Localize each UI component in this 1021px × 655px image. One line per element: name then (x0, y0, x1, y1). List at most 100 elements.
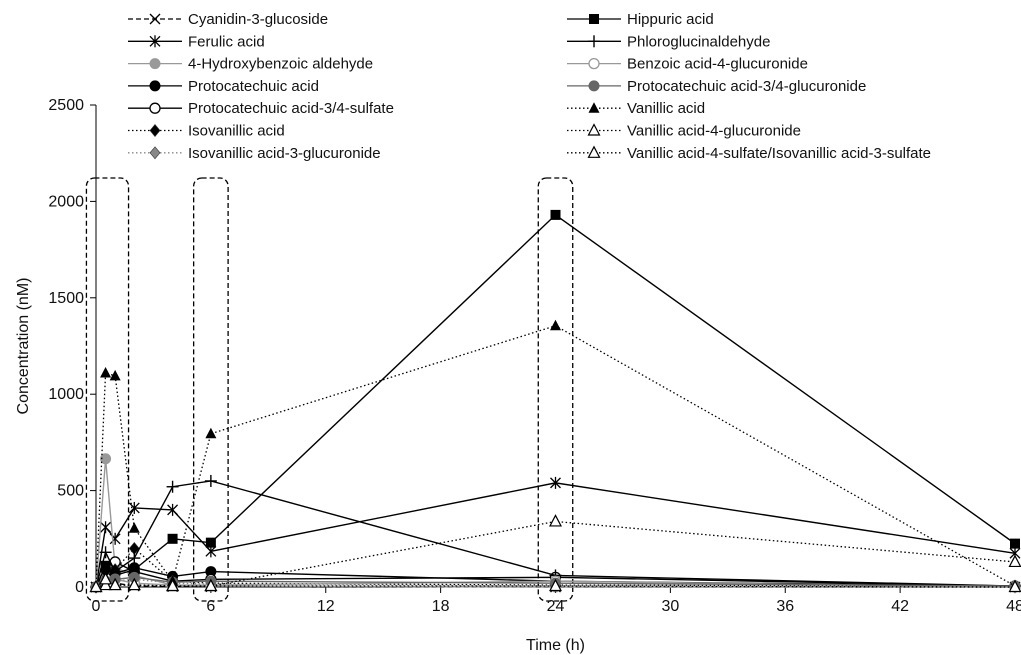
legend-item: Cyanidin-3-glucoside (128, 11, 328, 28)
legend-item: Protocatechuic acid-3/4-glucuronide (567, 78, 866, 95)
x-axis-title: Time (h) (526, 637, 585, 654)
y-tick-group: 0 500 1000 1500 2000 2500 (48, 97, 96, 596)
legend-item: Hippuric acid (567, 11, 714, 28)
y-tick-label: 1000 (48, 386, 84, 403)
legend-item: Vanillic acid-4-sulfate/Isovanillic acid… (567, 145, 931, 162)
x-tick-label: 42 (891, 598, 909, 615)
data-point (99, 571, 113, 585)
y-tick-label: 0 (75, 579, 84, 596)
data-point (550, 209, 561, 220)
x-tick-label: 30 (661, 598, 679, 615)
data-point (149, 146, 161, 160)
data-point (588, 102, 600, 113)
data-point (108, 577, 122, 591)
legend-label: Protocatechuic acid-3/4-glucuronide (627, 78, 866, 95)
data-point (1008, 554, 1021, 568)
series-phloroglucinaldehyde (90, 474, 1021, 593)
data-point (149, 35, 161, 48)
y-tick-label: 2500 (48, 97, 84, 114)
data-point (167, 533, 178, 544)
data-point (550, 476, 561, 489)
marker-stroke (149, 13, 161, 25)
y-tick-label: 2000 (48, 193, 84, 210)
series-line (95, 213, 1016, 588)
data-point (128, 552, 141, 565)
legend-label: Isovanillic acid (188, 123, 285, 140)
data-point (149, 58, 161, 70)
legend-label: Vanillic acid-4-sulfate/Isovanillic acid… (627, 145, 931, 162)
legend-item: 4-Hydroxybenzoic aldehyde (128, 56, 373, 73)
data-point (588, 35, 600, 48)
data-point (204, 474, 217, 487)
highlight-windows (85, 177, 574, 602)
legend-label: Isovanillic acid-3-glucuronide (188, 145, 381, 162)
x-tick-label: 24 (547, 598, 565, 615)
data-point (588, 57, 600, 70)
data-point (100, 366, 112, 378)
series-line (95, 325, 1016, 588)
data-point (166, 578, 180, 592)
y-axis-title: Concentration (nM) (15, 278, 32, 415)
x-tick-label: 6 (206, 598, 215, 615)
legend-label: Phloroglucinaldehyde (627, 33, 770, 50)
data-point (100, 453, 112, 465)
highlight-window-2 (192, 177, 229, 602)
data-point (589, 14, 599, 24)
legend-item: Vanillic acid (567, 100, 705, 117)
legend: Cyanidin-3-glucoside Ferulic acid 4-Hydrox… (128, 11, 931, 162)
data-point (109, 369, 121, 381)
highlight-window-3 (537, 177, 574, 602)
legend-label: 4-Hydroxybenzoic aldehyde (188, 56, 373, 73)
legend-item: Phloroglucinaldehyde (567, 33, 770, 50)
data-point (149, 124, 161, 137)
data-point (205, 537, 216, 548)
legend-item: Vanillic acid-4-glucuronide (567, 123, 801, 140)
data-point (89, 579, 103, 593)
data-point (128, 522, 140, 533)
y-tick-label: 1500 (48, 290, 84, 307)
data-point (1010, 538, 1020, 549)
data-point (128, 501, 140, 514)
legend-label: Ferulic acid (188, 33, 265, 50)
x-tick-label: 36 (776, 598, 794, 615)
legend-item: Isovanillic acid-3-glucuronide (128, 145, 381, 162)
data-point (549, 578, 562, 592)
legend-item: Isovanillic acid (128, 123, 285, 140)
data-point (149, 80, 161, 92)
data-point (127, 577, 141, 591)
data-point (587, 123, 601, 136)
data-point (587, 145, 601, 158)
series-line (95, 480, 1016, 588)
data-point (99, 546, 112, 559)
data-point (549, 514, 562, 527)
legend-item: Benzoic acid-4-glucuronide (567, 56, 808, 73)
legend-label: Hippuric acid (627, 11, 714, 28)
legend-label: Vanillic acid (627, 100, 705, 117)
series-hippuric-acid (91, 209, 1020, 592)
legend-label: Cyanidin-3-glucoside (188, 11, 328, 28)
data-point (149, 13, 161, 25)
data-point (1008, 579, 1021, 593)
legend-label: Protocatechuic acid (188, 78, 319, 95)
series-line (95, 547, 1016, 588)
legend-item: Protocatechuic acid (128, 78, 319, 95)
legend-label: Protocatechuic acid-3/4-sulfate (188, 100, 394, 117)
series-vanillic-acid-4-sulfate-isovanillic-acid-3-sulfate (89, 514, 1021, 593)
highlight-window-1 (85, 177, 130, 602)
data-point (204, 578, 218, 592)
series-group (89, 209, 1021, 594)
data-point (100, 560, 111, 571)
x-tick-label: 12 (317, 598, 335, 615)
x-tick-label: 48 (1006, 598, 1021, 615)
data-point (550, 319, 561, 331)
data-point (205, 427, 217, 439)
legend-item: Ferulic acid (128, 33, 265, 50)
data-point (167, 503, 179, 516)
legend-label: Vanillic acid-4-glucuronide (627, 123, 801, 140)
data-point (149, 102, 161, 114)
data-point (100, 521, 112, 534)
x-tick-label: 0 (92, 598, 101, 615)
legend-label: Benzoic acid-4-glucuronide (627, 56, 808, 73)
y-tick-label: 500 (57, 483, 84, 500)
